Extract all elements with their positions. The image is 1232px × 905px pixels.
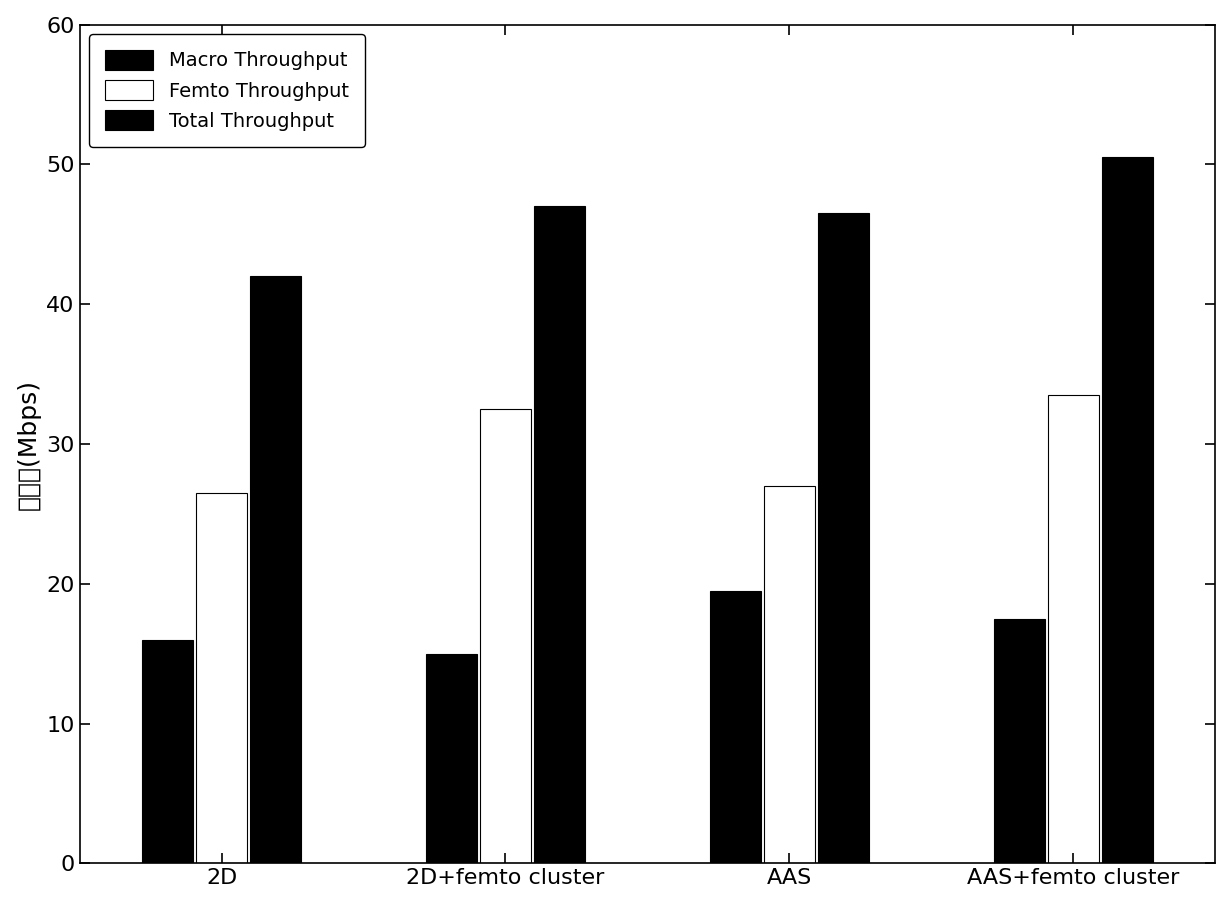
Y-axis label: 吞吐量(Mbps): 吞吐量(Mbps) bbox=[17, 378, 41, 510]
Bar bbox=[818, 214, 869, 863]
Bar bbox=[994, 619, 1045, 863]
Bar bbox=[1047, 395, 1099, 863]
Legend: Macro Throughput, Femto Throughput, Total Throughput: Macro Throughput, Femto Throughput, Tota… bbox=[89, 34, 365, 147]
Bar bbox=[142, 640, 193, 863]
Bar bbox=[1101, 157, 1153, 863]
Bar bbox=[533, 206, 585, 863]
Bar bbox=[480, 409, 531, 863]
Bar bbox=[250, 276, 301, 863]
Bar bbox=[196, 493, 248, 863]
Bar bbox=[764, 486, 816, 863]
Bar bbox=[710, 591, 761, 863]
Bar bbox=[426, 653, 477, 863]
